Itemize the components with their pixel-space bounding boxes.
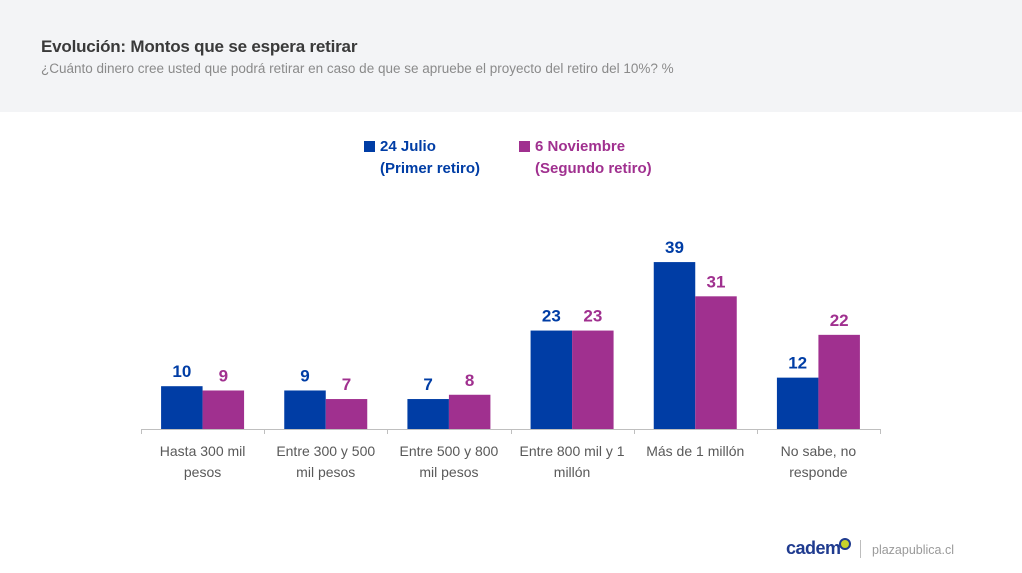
bar-series-2 [448,394,491,429]
x-tick-label: millón [554,464,591,480]
bar-series-1 [653,262,696,429]
bar-series-2 [572,330,614,429]
data-label-series-1: 23 [542,307,561,326]
legend-label-series-1-line-2: (Primer retiro) [380,160,481,177]
data-label-series-2: 8 [465,371,474,390]
data-label-series-2: 23 [583,307,602,326]
legend-swatch-series-1 [364,141,375,152]
cadem-logo-dot-icon [839,538,851,550]
bar-series-2 [202,390,245,429]
header: Evolución: Montos que se espera retirar … [0,0,1022,112]
bar-series-1 [407,399,449,429]
data-label-series-2: 9 [219,366,228,385]
bar-series-1 [161,386,203,429]
bar-series-2 [818,334,860,429]
data-label-series-2: 31 [707,272,726,291]
x-tick-label: pesos [184,464,221,480]
cadem-logo: cadem [786,538,851,559]
data-label-series-1: 12 [788,354,807,373]
legend-swatch-series-2 [519,141,530,152]
x-tick-label: Entre 500 y 800 [399,443,498,459]
x-tick-label: No sabe, no [781,443,857,459]
page-title: Evolución: Montos que se espera retirar [41,37,358,56]
legend-label-series-1-line-1: 24 Julio [380,138,436,155]
x-tick-label: mil pesos [296,464,355,480]
data-label-series-1: 9 [300,366,309,385]
data-label-series-2: 7 [342,375,351,394]
data-label-series-1: 39 [665,238,684,257]
footer-site-link: plazapublica.cl [872,543,954,557]
page-subtitle: ¿Cuánto dinero cree usted que podrá reti… [41,61,674,76]
data-label-series-1: 10 [172,362,191,381]
data-label-series-1: 7 [423,375,432,394]
x-tick-label: Entre 800 mil y 1 [520,443,625,459]
legend-label-series-2-line-2: (Segundo retiro) [535,160,652,177]
x-tick-label: Hasta 300 mil [160,443,246,459]
bar-series-1 [284,390,326,429]
x-tick-label: Entre 300 y 500 [276,443,375,459]
bar-series-2 [695,296,737,429]
legend-label-series-2-line-1: 6 Noviembre [535,138,626,155]
x-tick-label: Más de 1 millón [646,443,744,459]
footer-divider [860,540,861,558]
bar-series-2 [325,399,368,429]
bar-series-1 [530,330,573,429]
data-label-series-2: 22 [830,311,849,330]
bar-series-1 [776,377,819,429]
x-tick-label: responde [789,464,848,480]
x-tick-label: mil pesos [419,464,478,480]
